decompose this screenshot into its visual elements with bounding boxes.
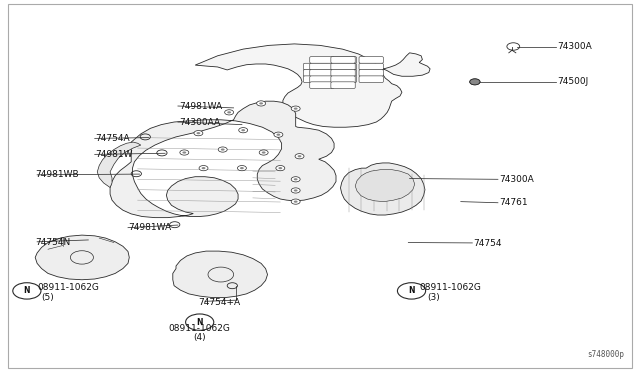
FancyBboxPatch shape (310, 82, 334, 89)
FancyBboxPatch shape (359, 76, 383, 83)
Text: 74300A: 74300A (499, 175, 534, 184)
FancyBboxPatch shape (303, 70, 328, 76)
Circle shape (294, 178, 298, 180)
FancyBboxPatch shape (359, 63, 383, 70)
Polygon shape (97, 142, 141, 187)
Circle shape (239, 128, 248, 133)
Circle shape (291, 106, 300, 111)
Polygon shape (340, 163, 425, 215)
FancyBboxPatch shape (332, 76, 356, 83)
Circle shape (225, 110, 234, 115)
Text: N: N (408, 286, 415, 295)
Circle shape (276, 166, 285, 171)
Circle shape (13, 283, 41, 299)
Circle shape (257, 101, 266, 106)
Circle shape (199, 166, 208, 171)
Text: 74761: 74761 (499, 198, 528, 207)
Text: 74981WB: 74981WB (35, 170, 79, 179)
Text: N: N (196, 318, 203, 327)
Circle shape (259, 150, 268, 155)
Text: s748000p: s748000p (587, 350, 624, 359)
Circle shape (262, 151, 266, 154)
Circle shape (295, 154, 304, 159)
Circle shape (227, 111, 231, 113)
Circle shape (194, 131, 203, 136)
Text: 74981WA: 74981WA (179, 102, 222, 110)
FancyBboxPatch shape (332, 57, 356, 63)
Circle shape (278, 167, 282, 169)
Circle shape (240, 167, 244, 169)
Text: 74300AA: 74300AA (179, 118, 220, 126)
Circle shape (276, 134, 280, 136)
FancyBboxPatch shape (331, 70, 355, 76)
Polygon shape (173, 251, 268, 298)
Text: 08911-1062G: 08911-1062G (169, 324, 230, 333)
Circle shape (221, 148, 225, 151)
FancyBboxPatch shape (310, 57, 334, 63)
FancyBboxPatch shape (303, 76, 328, 83)
Circle shape (196, 132, 200, 134)
Polygon shape (195, 44, 430, 127)
FancyBboxPatch shape (331, 76, 355, 83)
Circle shape (291, 199, 300, 204)
Circle shape (298, 155, 301, 157)
Circle shape (291, 177, 300, 182)
Circle shape (237, 166, 246, 171)
Circle shape (241, 129, 245, 131)
Circle shape (397, 283, 426, 299)
Text: 74754A: 74754A (95, 134, 129, 143)
Text: 74981W: 74981W (95, 150, 132, 159)
FancyBboxPatch shape (303, 63, 328, 70)
FancyBboxPatch shape (331, 57, 355, 63)
Circle shape (294, 108, 298, 110)
Text: 08911-1062G: 08911-1062G (37, 283, 99, 292)
FancyBboxPatch shape (332, 63, 356, 70)
Circle shape (218, 147, 227, 152)
FancyBboxPatch shape (331, 63, 355, 70)
Text: 08911-1062G: 08911-1062G (419, 283, 481, 292)
FancyBboxPatch shape (359, 57, 383, 63)
FancyBboxPatch shape (310, 63, 334, 70)
Text: (5): (5) (42, 293, 54, 302)
Circle shape (470, 79, 480, 85)
FancyBboxPatch shape (332, 70, 356, 76)
Polygon shape (110, 101, 336, 218)
Text: 74300A: 74300A (557, 42, 591, 51)
Circle shape (202, 167, 205, 169)
Text: N: N (24, 286, 30, 295)
Polygon shape (35, 235, 129, 280)
Polygon shape (355, 170, 415, 202)
Text: 74500J: 74500J (557, 77, 588, 86)
FancyBboxPatch shape (310, 76, 334, 83)
FancyBboxPatch shape (359, 70, 383, 76)
Circle shape (180, 150, 189, 155)
Text: (3): (3) (428, 293, 440, 302)
Circle shape (291, 188, 300, 193)
Circle shape (186, 314, 214, 330)
Circle shape (259, 102, 263, 105)
Text: 74754+A: 74754+A (198, 298, 241, 307)
FancyBboxPatch shape (310, 70, 334, 76)
Text: 74981WA: 74981WA (128, 223, 171, 232)
Text: (4): (4) (193, 333, 206, 342)
Circle shape (274, 132, 283, 137)
FancyBboxPatch shape (331, 82, 355, 89)
Circle shape (294, 201, 298, 203)
Text: 74754N: 74754N (35, 238, 70, 247)
Text: 74754: 74754 (474, 239, 502, 248)
Circle shape (182, 151, 186, 154)
Circle shape (294, 189, 298, 192)
